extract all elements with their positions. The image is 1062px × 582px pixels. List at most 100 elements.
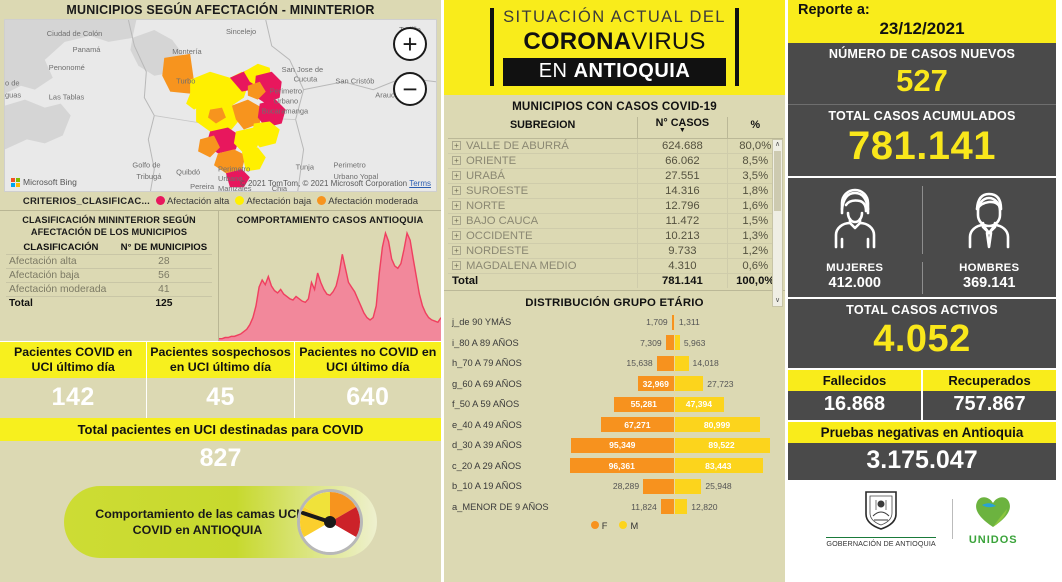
banner-text-block: SITUACIÓN ACTUAL DEL CORONAVIRUS EN ANTI…	[503, 8, 726, 86]
pyramid-bar-f[interactable]: 32,969	[638, 376, 674, 392]
pyramid-bar-m[interactable]: 89,522	[673, 437, 770, 453]
pyramid-value-f: 11,824	[631, 501, 657, 512]
table-row[interactable]: + OCCIDENTE 10.213 1,3%	[448, 228, 783, 244]
zoom-out-button[interactable]: −	[393, 72, 427, 106]
header-subregion[interactable]: SUBREGION	[448, 117, 638, 139]
table-row: Afectación alta 28	[6, 254, 212, 269]
table-header-row: SUBREGION N° CASOS ▼ %	[448, 117, 783, 139]
map-container[interactable]: Ciudad de Colón Panamá Penonomé Las Tabl…	[4, 19, 437, 192]
pyramid-category-label: f_50 A 59 AÑOS	[452, 399, 520, 410]
fallecidos-recuperados-values: 16.868 757.867	[788, 391, 1056, 420]
table-row[interactable]: + BAJO CAUCA 11.472 1,5%	[448, 213, 783, 229]
pyramid-value-f: 67,271	[624, 419, 651, 430]
svg-text:Las Tablas: Las Tablas	[49, 93, 85, 102]
pyramid-bar-f[interactable]	[671, 314, 674, 330]
pyramid-bar-m[interactable]: 80,999	[673, 417, 761, 433]
clasificacion-table: CLASIFICACIÓN N° DE MUNICIPIOS Afectació…	[6, 241, 212, 311]
coronavirus-banner: SITUACIÓN ACTUAL DEL CORONAVIRUS EN ANTI…	[444, 0, 785, 95]
cell-cases: 4.310	[637, 258, 727, 274]
pyramid-bar-f[interactable]	[660, 499, 674, 515]
expand-icon[interactable]: +	[452, 141, 461, 150]
pyramid-value-m: 80,999	[703, 419, 731, 430]
expand-icon[interactable]: +	[452, 231, 461, 240]
terms-link[interactable]: Terms	[409, 179, 431, 188]
expand-icon[interactable]: +	[452, 186, 461, 195]
pyramid-bar-m[interactable]	[673, 499, 688, 515]
expand-icon[interactable]: +	[452, 246, 461, 255]
pyramid-category-label: a_MENOR DE 9 AÑOS	[452, 501, 549, 512]
map-zoom-controls[interactable]: + −	[393, 27, 427, 117]
right-panel: Reporte a: 23/12/2021 NÚMERO DE CASOS NU…	[788, 0, 1056, 582]
banner-virus: VIRUS	[631, 28, 706, 55]
header-n-casos[interactable]: N° CASOS ▼	[637, 117, 727, 139]
expand-icon[interactable]: +	[452, 261, 461, 270]
table-row[interactable]: + NORTE 12.796 1,6%	[448, 198, 783, 214]
pyramid-bar-f[interactable]: 55,281	[614, 396, 674, 412]
cell-subregion-label: URABÁ	[466, 170, 505, 182]
pyramid-bar-f[interactable]	[656, 355, 674, 371]
pyramid-bar-m[interactable]	[673, 478, 702, 494]
legend-label-baja: Afectación baja	[246, 196, 312, 207]
zoom-in-button[interactable]: +	[393, 27, 427, 61]
pyramid-bar-m[interactable]: 83,443	[673, 458, 764, 474]
gauge-banner[interactable]: Comportamiento de las camas UCI COVID en…	[0, 478, 441, 559]
gender-divider	[921, 186, 923, 254]
gender-divider	[921, 262, 923, 294]
mujeres-card	[788, 178, 922, 262]
cell-pct: 3,5%	[726, 168, 783, 184]
gauge-pill[interactable]: Comportamiento de las camas UCI COVID en…	[64, 486, 377, 559]
pyramid-bar-m[interactable]	[673, 355, 689, 371]
pyramid-bar-f[interactable]	[643, 478, 674, 494]
expand-icon[interactable]: +	[452, 201, 461, 210]
cell-cases: 66.062	[637, 153, 727, 169]
legend-title: CRITERIOS_CLASIFICAC...	[22, 196, 150, 207]
pyramid-bar-m[interactable]	[673, 335, 680, 351]
table-row[interactable]: + MAGDALENA MEDIO 4.310 0,6%	[448, 258, 783, 274]
table-row[interactable]: + URABÁ 27.551 3,5%	[448, 168, 783, 184]
uci-card-value: 45	[206, 383, 235, 412]
pyramid-bars: 67,271 80,999	[570, 414, 777, 435]
total-pct: 100,0%	[726, 273, 783, 288]
pyramid-axis	[673, 435, 675, 456]
pyramid-bar-f[interactable]: 95,349	[571, 437, 674, 453]
pyramid-bar-f[interactable]	[665, 335, 674, 351]
pyramid-bars: 96,361 83,443	[570, 455, 777, 476]
comportamiento-card: COMPORTAMIENTO CASOS ANTIOQUIA	[219, 211, 441, 342]
table-row[interactable]: + ORIENTE 66.062 8,5%	[448, 153, 783, 169]
map-legend: CRITERIOS_CLASIFICAC... Afectación alta …	[0, 192, 441, 210]
scroll-down-icon[interactable]: ∨	[774, 297, 781, 304]
unidos-heart-icon	[976, 496, 1011, 527]
pyramid-bar-f[interactable]: 96,361	[570, 458, 674, 474]
table-row: Afectación moderada 41	[6, 282, 212, 297]
pyramid-bar-m[interactable]: 47,394	[673, 396, 725, 412]
table-scrollbar[interactable]: ∧ ∨	[772, 139, 783, 307]
map-graphic: Ciudad de Colón Panamá Penonomé Las Tabl…	[5, 20, 436, 192]
left-middle-row: CLASIFICACIÓN MININTERIOR SEGÚN AFECTACI…	[0, 210, 441, 342]
pyramid-side-female: 1,709	[570, 314, 674, 330]
svg-text:Chia: Chia	[272, 184, 288, 192]
cell-subregion-label: ORIENTE	[466, 155, 517, 167]
pyramid-row: h_70 A 79 AÑOS 15,638 14,018	[452, 353, 777, 374]
svg-text:Cucuta: Cucuta	[294, 75, 318, 84]
scroll-up-icon[interactable]: ∧	[774, 141, 781, 148]
expand-icon[interactable]: +	[452, 216, 461, 225]
pyramid-bar-f[interactable]: 67,271	[601, 417, 674, 433]
pyramid-bar-m[interactable]	[673, 376, 704, 392]
table-row[interactable]: + NORDESTE 9.733 1,2%	[448, 243, 783, 259]
table-row[interactable]: + VALLE DE ABURRÁ 624.688 80,0%	[448, 138, 783, 154]
table-row: Afectación baja 56	[6, 268, 212, 283]
svg-text:o de: o de	[5, 79, 20, 88]
header-pct[interactable]: %	[726, 117, 783, 139]
pyramid-side-female: 11,824	[570, 499, 674, 515]
pyramid-value-f: 15,638	[626, 358, 653, 369]
cell-subregion: + SUROESTE	[448, 183, 638, 199]
map-attribution: © 2021 TomTom, © 2021 Microsoft Corporat…	[240, 179, 431, 188]
expand-icon[interactable]: +	[452, 171, 461, 180]
expand-icon[interactable]: +	[452, 156, 461, 165]
table-row[interactable]: + SUROESTE 14.316 1,8%	[448, 183, 783, 199]
cell-label: Afectación baja	[6, 268, 116, 283]
cell-pct: 1,6%	[726, 198, 783, 214]
scrollbar-thumb[interactable]	[774, 151, 781, 211]
uci-total-card: Total pacientes en UCI destinadas para C…	[0, 418, 441, 478]
